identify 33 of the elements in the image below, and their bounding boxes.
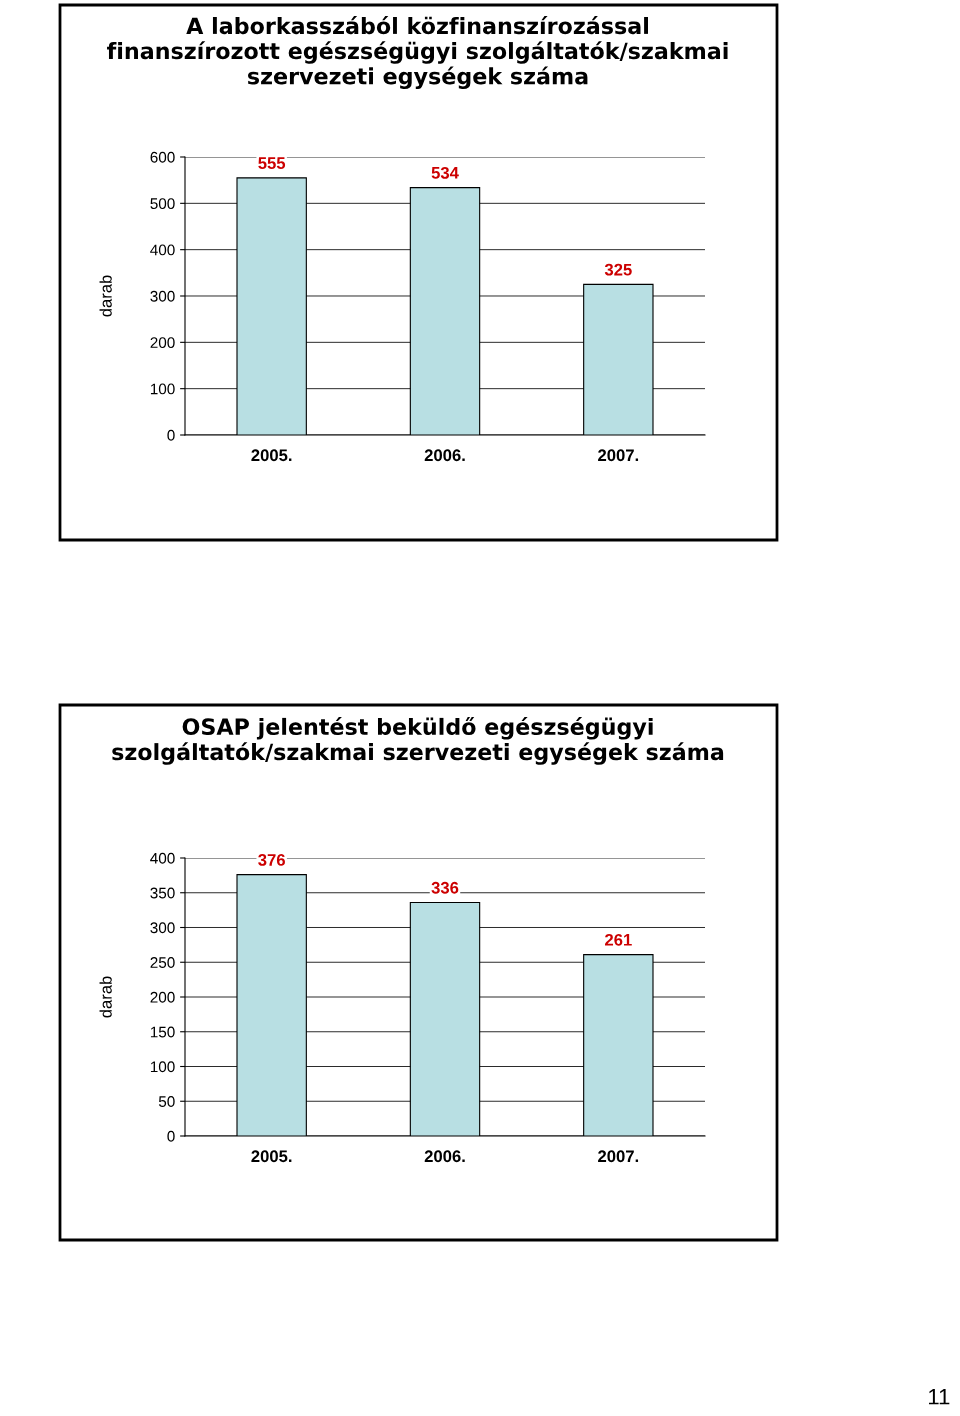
y-tick-label: 50	[158, 1096, 175, 1107]
y-tick-label: 300	[150, 922, 175, 934]
y-tick-label: 500	[150, 198, 175, 210]
data-label: 555	[258, 157, 286, 169]
data-label: 336	[431, 881, 459, 894]
text: 11	[929, 1389, 950, 1405]
x-tick-label: 2006.	[424, 1150, 465, 1163]
y-tick-label: 400	[150, 852, 175, 864]
data-label: 325	[604, 263, 632, 276]
x-tick-label: 2007.	[598, 449, 639, 462]
y-tick-label: 300	[150, 290, 175, 302]
chart-title: A laborkasszából közfinanszírozással finanszírozott egészségügyi szolgáltatók/szakmai szervezeti egységek száma	[107, 16, 728, 89]
data-label: 261	[605, 933, 632, 946]
y-tick-label: 100	[150, 383, 175, 395]
y-tick-label: 600	[150, 151, 175, 163]
y-tick-label: 150	[150, 1026, 175, 1038]
x-tick-label: 2005.	[251, 449, 292, 462]
data-label: 534	[431, 166, 459, 179]
x-tick-label: 2005.	[251, 1150, 292, 1163]
y-tick-label: 200	[150, 337, 175, 349]
y-tick-label: 100	[150, 1061, 175, 1073]
y-axis-title: darab	[99, 976, 112, 1018]
y-tick-label: 400	[150, 244, 175, 256]
x-tick-label: 2007.	[598, 1150, 639, 1163]
y-tick-label: 0	[167, 1130, 175, 1142]
y-tick-label: 200	[150, 991, 175, 1003]
chart-title: OSAP jelentést beküldő egészségügyi szolgáltatók/szakmai szervezeti egységek száma	[112, 717, 724, 765]
y-tick-label: 250	[150, 957, 175, 968]
y-tick-label: 350	[150, 887, 175, 899]
data-label: 376	[258, 854, 285, 866]
y-tick-label: 0	[167, 429, 175, 441]
x-tick-label: 2006.	[424, 449, 465, 462]
y-axis-title: darab	[99, 275, 112, 317]
